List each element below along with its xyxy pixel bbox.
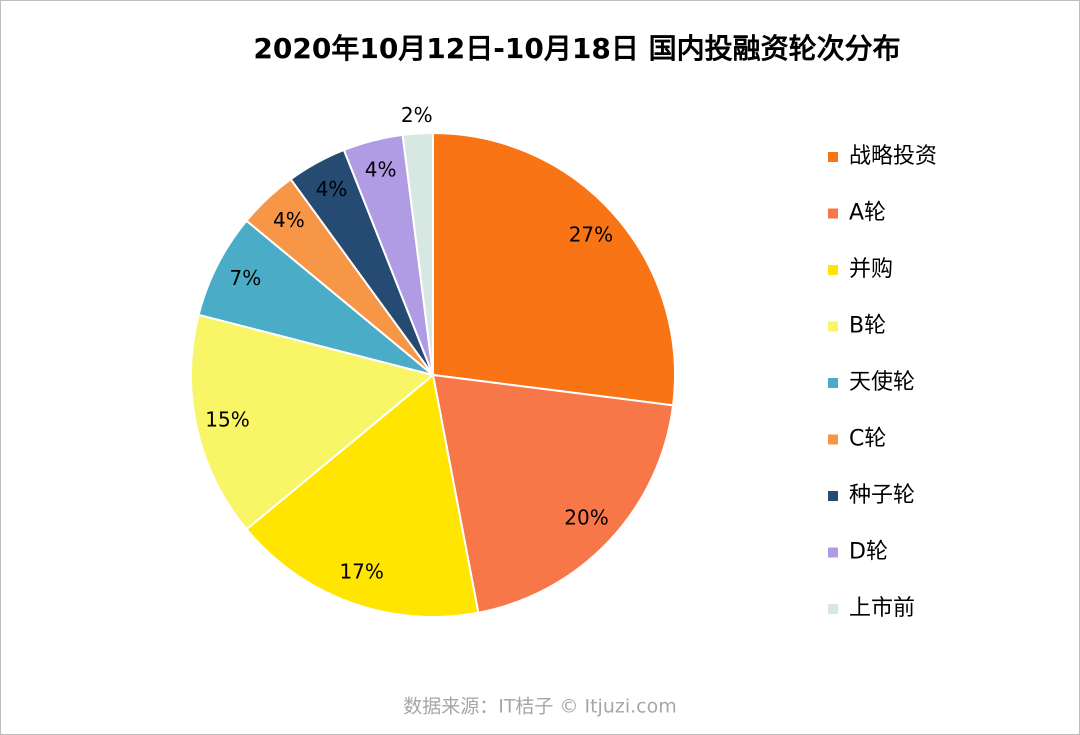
data-label: 20% [564, 506, 608, 530]
legend-label: 战略投资 [849, 144, 937, 169]
data-label: 7% [230, 266, 262, 290]
legend-swatch [828, 491, 838, 501]
legend-label: D轮 [849, 540, 888, 565]
pie-slice [197, 219, 434, 376]
data-label: 2% [401, 103, 433, 127]
data-label: 17% [339, 560, 383, 584]
data-label: 4% [316, 177, 348, 201]
pie-slice [190, 313, 436, 531]
data-label: 4% [365, 158, 397, 182]
legend-label: 上市前 [849, 596, 915, 621]
legend-label: 并购 [849, 257, 893, 282]
legend-swatch [828, 265, 838, 275]
legend-swatch [828, 547, 838, 558]
legend-swatch [828, 152, 838, 162]
pie-slice [245, 373, 480, 618]
pie-slice [401, 131, 434, 376]
pie-slice [432, 131, 676, 407]
legend-label: B轮 [849, 314, 886, 339]
legend-label: A轮 [849, 201, 886, 226]
legend-label: C轮 [849, 427, 886, 452]
chart-title: 2020年10月12日-10月18日 国内投融资轮次分布 [253, 32, 900, 65]
legend-swatch [828, 321, 838, 332]
data-label: 15% [205, 407, 249, 431]
legend-label: 天使轮 [849, 370, 915, 395]
pie-slice [431, 373, 675, 614]
data-label: 4% [273, 208, 305, 232]
legend-swatch [828, 378, 838, 388]
legend-swatch [828, 208, 838, 219]
legend-swatch [828, 604, 838, 614]
source-note: 数据来源：IT桔子 © Itjuzi.com [403, 696, 677, 718]
legend-label: 种子轮 [849, 483, 915, 508]
legend-swatch [828, 434, 838, 445]
data-label: 27% [569, 222, 613, 246]
